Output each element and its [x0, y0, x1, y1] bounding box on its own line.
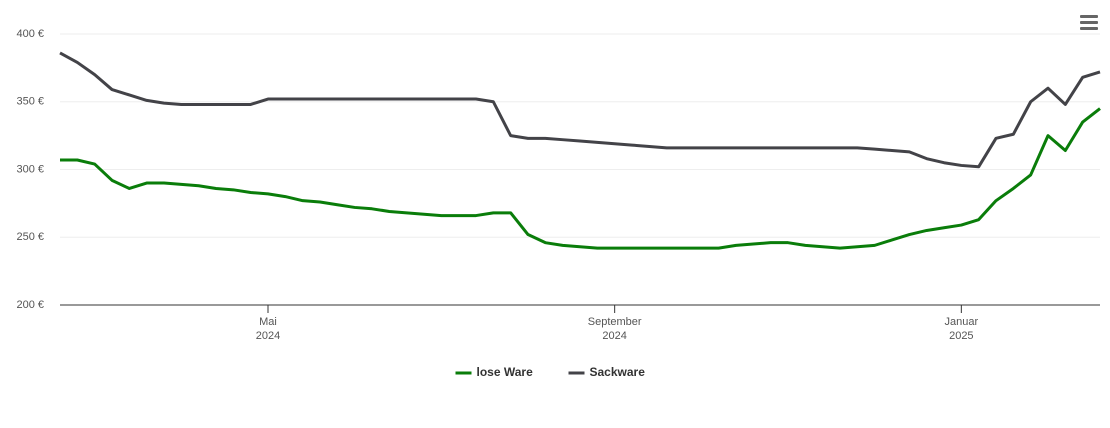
legend-label: Sackware: [590, 365, 646, 379]
menu-icon[interactable]: [1080, 15, 1098, 30]
x-tick-label: Januar 2025: [945, 316, 979, 342]
y-tick-label: 200 €: [16, 299, 44, 311]
y-tick-label: 350 €: [16, 96, 44, 108]
y-tick-label: 250 €: [16, 231, 44, 243]
x-tick-label: September 2024: [588, 316, 642, 342]
legend-item[interactable]: Sackware: [568, 365, 646, 379]
y-tick-label: 300 €: [16, 163, 44, 175]
line-series: [59, 51, 1101, 169]
line-series: [60, 107, 1101, 250]
legend-item[interactable]: lose Ware: [455, 365, 534, 379]
y-tick-label: 400 €: [16, 28, 44, 40]
legend-label: lose Ware: [477, 365, 534, 379]
x-tick-label: Mai 2024: [256, 316, 280, 342]
